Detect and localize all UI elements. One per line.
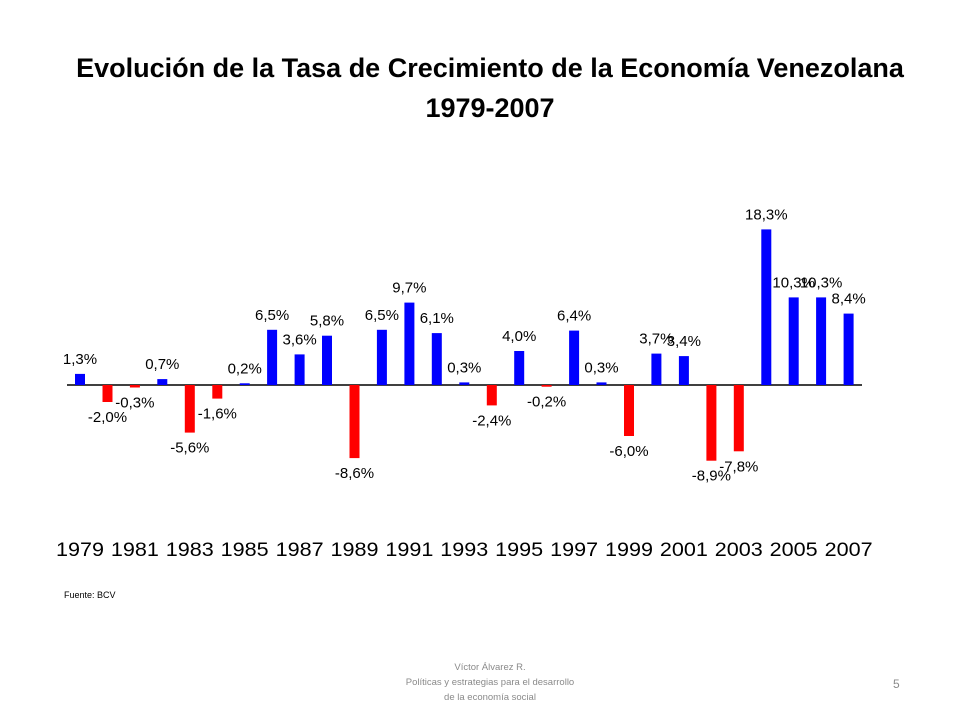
x-tick-label-1999: 1999 [605,540,653,561]
bar-1988 [322,335,332,385]
bar-2005 [788,297,799,385]
data-label-1994: -2,4% [472,412,511,429]
x-tick-label-2007: 2007 [825,540,873,561]
x-tick-label-1989: 1989 [331,540,379,561]
data-label-1993: 0,3% [447,359,481,376]
data-label-1997: 6,4% [557,308,591,325]
data-label-1988: 5,8% [310,313,344,330]
bar-2001 [678,356,689,385]
bar-1979 [75,373,85,385]
bar-1980 [102,385,113,402]
data-label-1983: -5,6% [170,440,209,457]
x-tick-label-1993: 1993 [440,540,488,561]
bar-1985 [239,383,250,385]
x-tick-label-2005: 2005 [770,540,818,561]
footer-subtitle-1: Políticas y estrategias para el desarrol… [405,677,575,688]
bar-2000 [651,353,662,386]
data-label-2002: -8,9% [692,468,731,485]
bar-2004 [761,229,772,385]
x-tick-label-1985: 1985 [221,540,269,561]
footer-author: Víctor Álvarez R. [454,662,526,673]
data-label-1987: 3,6% [282,331,316,348]
data-label-2007: 8,4% [831,291,865,308]
bar-1997 [569,330,580,385]
bar-1991 [404,302,415,385]
bar-1987 [294,354,305,385]
bar-1998 [596,382,607,385]
source-note: Fuente: BCV [64,590,116,600]
bar-2002 [706,385,717,461]
data-label-1999: -6,0% [609,443,648,460]
x-tick-label-1997: 1997 [550,540,598,561]
slide-title: Evolución de la Tasa de Crecimiento de l… [0,48,960,128]
title-line-2: 1979-2007 [425,93,555,123]
bar-1986 [267,329,278,386]
data-label-1981: -0,3% [115,395,154,412]
x-tick-label-1995: 1995 [495,540,543,561]
page-number: 5 [893,677,900,691]
bar-1984 [212,385,223,399]
data-label-2000: 3,7% [639,331,673,348]
bar-2003 [733,385,744,452]
bar-1989 [349,385,360,459]
data-label-1995: 4,0% [502,328,536,345]
bar-1993 [459,382,470,385]
data-label-1980: -2,0% [88,409,127,426]
data-label-2005: 10,3% [772,274,815,291]
x-tick-label-1991: 1991 [385,540,433,561]
data-label-1991: 9,7% [392,280,426,297]
data-label-2004: 18,3% [745,206,788,223]
footer-subtitle-2: de la economía social [444,692,536,703]
bar-2006 [816,297,827,385]
x-tick-label-2001: 2001 [660,540,708,561]
data-label-1984: -1,6% [198,406,237,423]
x-tick-label-1983: 1983 [166,540,214,561]
x-tick-label-1981: 1981 [111,540,159,561]
x-tick-label-1987: 1987 [276,540,324,561]
data-label-2006: 10,3% [800,274,843,291]
bar-1994 [486,385,497,406]
data-label-1990: 6,5% [365,307,399,324]
data-label-1985: 0,2% [228,360,262,377]
bar-1990 [376,329,387,386]
x-tick-label-2003: 2003 [715,540,763,561]
x-tick-label-1979: 1979 [56,540,104,561]
slide-footer: Víctor Álvarez R. Políticas y estrategia… [365,660,615,705]
data-label-1992: 6,1% [420,310,454,327]
bar-1983 [184,385,195,433]
bar-1999 [624,385,634,436]
data-label-1989: -8,6% [335,465,374,482]
bar-1996 [541,385,552,387]
data-label-1998: 0,3% [584,359,618,376]
data-label-1982: 0,7% [145,356,179,373]
bar-1992 [431,333,442,385]
title-line-1: Evolución de la Tasa de Crecimiento de l… [76,53,904,83]
bar-1995 [514,351,525,385]
data-label-1996: -0,2% [527,394,566,411]
bar-1982 [157,379,168,385]
bar-2007 [843,313,854,385]
data-label-1979: 1,3% [63,351,97,368]
data-label-1986: 6,5% [255,307,289,324]
bar-1981 [129,385,140,388]
data-label-2003: -7,8% [719,458,758,475]
data-label-2001: 3,4% [667,333,701,350]
